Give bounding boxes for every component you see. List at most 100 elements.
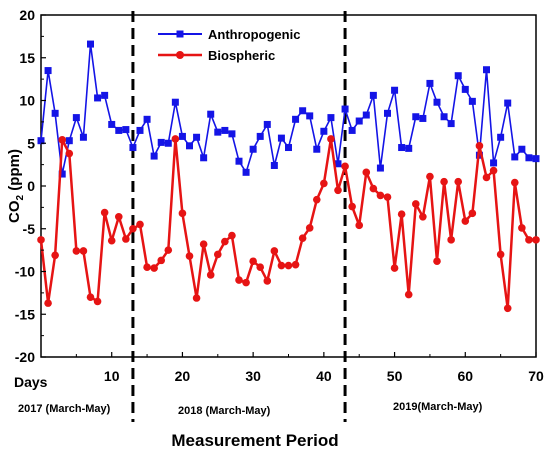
data-point-anthropogenic [454, 72, 462, 80]
data-point-anthropogenic [256, 132, 264, 140]
data-point-anthropogenic [327, 114, 335, 122]
data-point-anthropogenic [426, 79, 434, 87]
data-point-anthropogenic [87, 40, 94, 48]
data-point-anthropogenic [419, 114, 427, 122]
data-point-biospheric [185, 252, 194, 260]
data-point-biospheric [532, 236, 540, 244]
data-point-biospheric [298, 234, 307, 242]
data-point-anthropogenic [143, 115, 151, 123]
data-point-biospheric [348, 202, 356, 211]
data-point-biospheric [164, 246, 173, 254]
data-point-anthropogenic [355, 117, 363, 125]
data-point-anthropogenic [235, 157, 243, 165]
y-tick-label: -5 [23, 221, 36, 237]
data-point-biospheric [100, 208, 109, 217]
data-point-biospheric [376, 191, 385, 200]
data-point-biospheric [58, 136, 67, 144]
data-point-biospheric [503, 304, 512, 313]
data-point-biospheric [454, 177, 463, 186]
y-axis-title-subscript: 2 [15, 194, 26, 200]
data-point-anthropogenic [299, 107, 307, 115]
data-point-anthropogenic [532, 155, 540, 163]
data-point-anthropogenic [214, 128, 222, 136]
y-axis-title-main: CO [6, 200, 23, 223]
x-tick-label: 20 [175, 368, 191, 384]
data-point-anthropogenic [398, 144, 406, 152]
data-point-anthropogenic [391, 86, 399, 94]
data-point-biospheric [72, 247, 81, 255]
period-label-2017: 2017 (March-May) [18, 403, 111, 415]
data-point-anthropogenic [447, 120, 455, 128]
data-point-biospheric [362, 168, 371, 177]
data-point-anthropogenic [79, 133, 87, 141]
data-point-anthropogenic [72, 114, 80, 122]
data-point-biospheric [157, 256, 166, 265]
data-point-anthropogenic [412, 113, 420, 121]
data-point-anthropogenic [277, 134, 285, 142]
data-point-biospheric [129, 224, 137, 233]
data-point-anthropogenic [37, 137, 45, 145]
data-point-anthropogenic [334, 160, 342, 168]
legend: Anthropogenic Biospheric [158, 27, 300, 63]
data-point-biospheric [411, 200, 420, 208]
y-tick-label: 20 [19, 7, 35, 23]
data-point-biospheric [65, 149, 74, 158]
y-tick-label: 5 [27, 135, 35, 151]
data-point-biospheric [150, 264, 158, 272]
period-label-2018: 2018 (March-May) [178, 405, 271, 417]
data-point-biospheric [51, 251, 59, 260]
data-point-anthropogenic [270, 161, 278, 169]
data-point-biospheric [171, 135, 180, 143]
data-point-biospheric [263, 277, 272, 285]
data-point-biospheric [433, 257, 441, 266]
data-point-biospheric [206, 271, 215, 279]
data-point-anthropogenic [136, 126, 144, 134]
data-point-biospheric [256, 263, 265, 272]
data-point-biospheric [221, 237, 229, 246]
data-point-biospheric [284, 261, 293, 270]
x-tick-label: 40 [316, 368, 332, 384]
x-axis-title: Measurement Period [171, 431, 338, 450]
data-point-biospheric [235, 276, 243, 284]
data-point-biospheric [199, 240, 208, 248]
data-point-anthropogenic [65, 137, 73, 145]
data-point-biospheric [178, 209, 187, 218]
data-point-anthropogenic [242, 168, 250, 176]
series-line-biospheric [39, 137, 536, 310]
data-point-biospheric [496, 250, 505, 259]
x-tick-label: 50 [387, 368, 403, 384]
data-point-anthropogenic [207, 110, 215, 118]
x-tick-label: 10 [104, 368, 120, 384]
data-point-biospheric [482, 173, 491, 182]
data-point-biospheric [44, 299, 52, 307]
legend-anthropogenic-marker [176, 30, 184, 38]
data-point-anthropogenic [200, 154, 208, 162]
data-point-anthropogenic [320, 127, 328, 135]
y-tick-label: 10 [19, 93, 35, 109]
data-point-anthropogenic [129, 144, 137, 152]
x-tick-label: 70 [528, 368, 544, 384]
data-point-anthropogenic [122, 126, 130, 134]
data-point-anthropogenic [525, 154, 533, 162]
plot-frame [40, 14, 537, 358]
data-point-biospheric [341, 162, 349, 171]
data-point-biospheric [277, 261, 286, 270]
data-point-biospheric [334, 186, 342, 195]
data-point-anthropogenic [249, 145, 257, 153]
data-point-biospheric [114, 212, 123, 221]
data-point-anthropogenic [58, 170, 66, 178]
data-point-biospheric [143, 263, 151, 272]
data-point-anthropogenic [468, 97, 476, 105]
data-point-anthropogenic [157, 138, 165, 146]
x-tick-label: 60 [457, 368, 473, 384]
data-point-biospheric [510, 178, 519, 187]
data-point-biospheric [270, 247, 279, 255]
data-point-biospheric [93, 297, 102, 306]
data-point-anthropogenic [461, 85, 469, 93]
data-point-biospheric [122, 235, 130, 243]
legend-anthropogenic-label: Anthropogenic [208, 27, 300, 42]
data-point-anthropogenic [313, 145, 321, 153]
data-point-anthropogenic [348, 126, 356, 134]
data-point-anthropogenic [108, 120, 116, 128]
data-point-anthropogenic [497, 133, 505, 141]
